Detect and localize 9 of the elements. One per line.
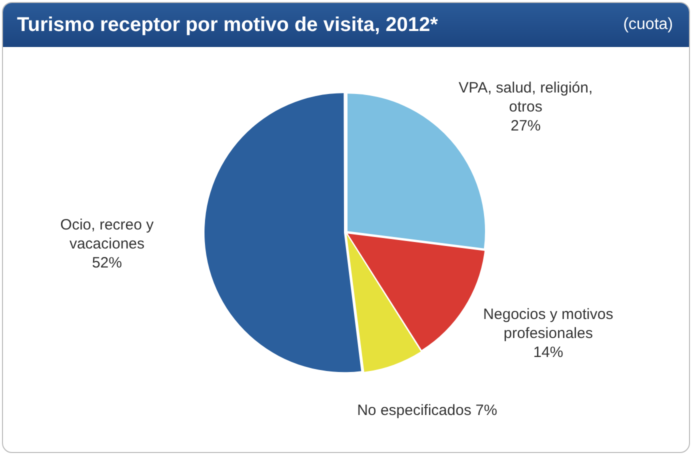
slice-label: No especificados 7% (357, 402, 498, 419)
data-label: 52% (92, 254, 122, 272)
slice-label: Negocios y motivos profesionales (483, 306, 614, 342)
data-label: 14% (533, 344, 564, 362)
slice-label: Ocio, recreo y vacaciones (60, 216, 154, 253)
data-label: 27% (510, 117, 541, 134)
slice-label: VPA, salud, religión, otros (458, 79, 593, 116)
chart-title: Turismo receptor por motivo de visita, 2012* (17, 14, 438, 36)
text: (cuota) (623, 16, 673, 34)
